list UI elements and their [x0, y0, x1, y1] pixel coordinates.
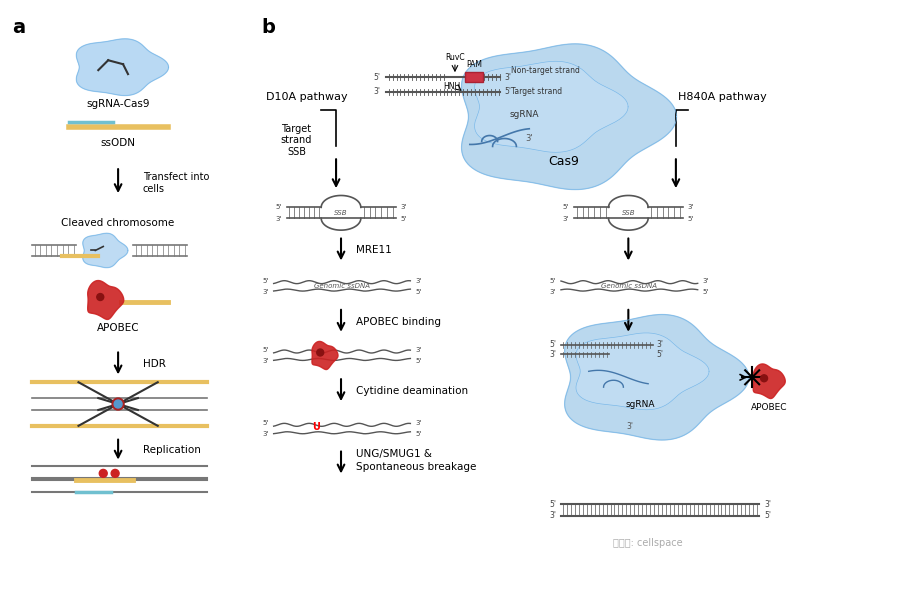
Text: 5': 5' — [400, 216, 407, 222]
Circle shape — [97, 293, 104, 301]
Text: 3': 3' — [550, 289, 556, 295]
Text: 5': 5' — [562, 204, 569, 210]
Text: 3': 3' — [656, 340, 663, 349]
Text: MRE11: MRE11 — [356, 245, 392, 256]
Text: APOBEC binding: APOBEC binding — [356, 317, 441, 327]
Text: APOBEC: APOBEC — [97, 323, 140, 333]
Text: D10A pathway: D10A pathway — [266, 92, 347, 102]
Text: 3': 3' — [626, 422, 634, 431]
Text: b: b — [262, 17, 275, 37]
Text: 5': 5' — [549, 340, 556, 349]
Text: 5': 5' — [263, 347, 269, 353]
Text: Cytidine deamination: Cytidine deamination — [356, 386, 468, 396]
Polygon shape — [753, 364, 786, 398]
Text: Target strand: Target strand — [511, 88, 562, 97]
Polygon shape — [564, 314, 749, 440]
Text: Non-target strand: Non-target strand — [511, 65, 580, 74]
Text: ssODN: ssODN — [101, 139, 136, 148]
Text: SSB: SSB — [334, 210, 347, 216]
Text: 3': 3' — [262, 358, 269, 364]
Text: 3': 3' — [688, 204, 694, 210]
Text: 3': 3' — [764, 500, 771, 509]
Text: SSB: SSB — [622, 210, 635, 216]
FancyBboxPatch shape — [465, 72, 482, 82]
Text: 5': 5' — [415, 289, 421, 295]
Text: Genomic ssDNA: Genomic ssDNA — [314, 283, 370, 289]
Text: Replication: Replication — [143, 445, 201, 455]
Circle shape — [112, 469, 119, 478]
Text: 5': 5' — [550, 278, 556, 284]
Polygon shape — [76, 39, 168, 95]
Text: 5': 5' — [415, 431, 421, 437]
Text: Target
strand
SSB: Target strand SSB — [281, 124, 312, 157]
Text: APOBEC: APOBEC — [751, 403, 788, 412]
Text: RuvC: RuvC — [446, 53, 464, 62]
Text: 3': 3' — [526, 134, 533, 143]
Text: PAM: PAM — [466, 60, 482, 69]
Text: 3': 3' — [415, 421, 422, 427]
Text: 5': 5' — [549, 500, 556, 509]
Text: 5': 5' — [703, 289, 709, 295]
Text: sgRNA: sgRNA — [509, 110, 539, 119]
Polygon shape — [87, 281, 123, 319]
Text: 3': 3' — [703, 278, 709, 284]
Text: 3': 3' — [374, 88, 381, 97]
Text: 5': 5' — [415, 358, 421, 364]
Text: 3': 3' — [549, 511, 556, 520]
Text: Genomic ssDNA: Genomic ssDNA — [601, 283, 657, 289]
Polygon shape — [312, 341, 338, 370]
Text: 5': 5' — [505, 88, 511, 97]
Text: HNH: HNH — [444, 82, 461, 91]
Text: 5': 5' — [688, 216, 694, 222]
Polygon shape — [83, 233, 128, 268]
Text: 3': 3' — [562, 216, 569, 222]
Text: 5': 5' — [263, 421, 269, 427]
Polygon shape — [576, 333, 709, 410]
Text: H840A pathway: H840A pathway — [678, 92, 767, 102]
Circle shape — [760, 375, 768, 382]
Polygon shape — [474, 61, 628, 152]
Text: 5': 5' — [374, 73, 381, 82]
Circle shape — [99, 469, 107, 478]
Polygon shape — [462, 44, 677, 190]
Circle shape — [317, 349, 324, 356]
Text: 3': 3' — [415, 278, 422, 284]
Text: 3': 3' — [262, 431, 269, 437]
Circle shape — [114, 400, 122, 408]
Text: sgRNA: sgRNA — [626, 400, 655, 409]
Text: Cas9: Cas9 — [548, 155, 580, 168]
Text: 5': 5' — [275, 204, 282, 210]
Text: 3': 3' — [262, 289, 269, 295]
Text: U: U — [312, 422, 320, 432]
Text: UNG/SMUG1 &
Spontaneous breakage: UNG/SMUG1 & Spontaneous breakage — [356, 449, 476, 472]
Text: 3': 3' — [275, 216, 282, 222]
Text: Transfect into
cells: Transfect into cells — [143, 172, 209, 194]
Text: 5': 5' — [263, 278, 269, 284]
Text: 3': 3' — [549, 350, 556, 359]
Text: 3': 3' — [400, 204, 407, 210]
Text: HDR: HDR — [143, 359, 166, 370]
Text: Cleaved chromosome: Cleaved chromosome — [61, 218, 175, 228]
Text: 微信号: cellspace: 微信号: cellspace — [613, 538, 683, 548]
Text: 5': 5' — [656, 350, 663, 359]
Text: 3': 3' — [415, 347, 422, 353]
Text: 3': 3' — [505, 73, 511, 82]
Text: a: a — [12, 17, 25, 37]
Circle shape — [112, 398, 124, 410]
Text: 5': 5' — [764, 511, 771, 520]
Text: sgRNA-Cas9: sgRNA-Cas9 — [86, 99, 150, 109]
